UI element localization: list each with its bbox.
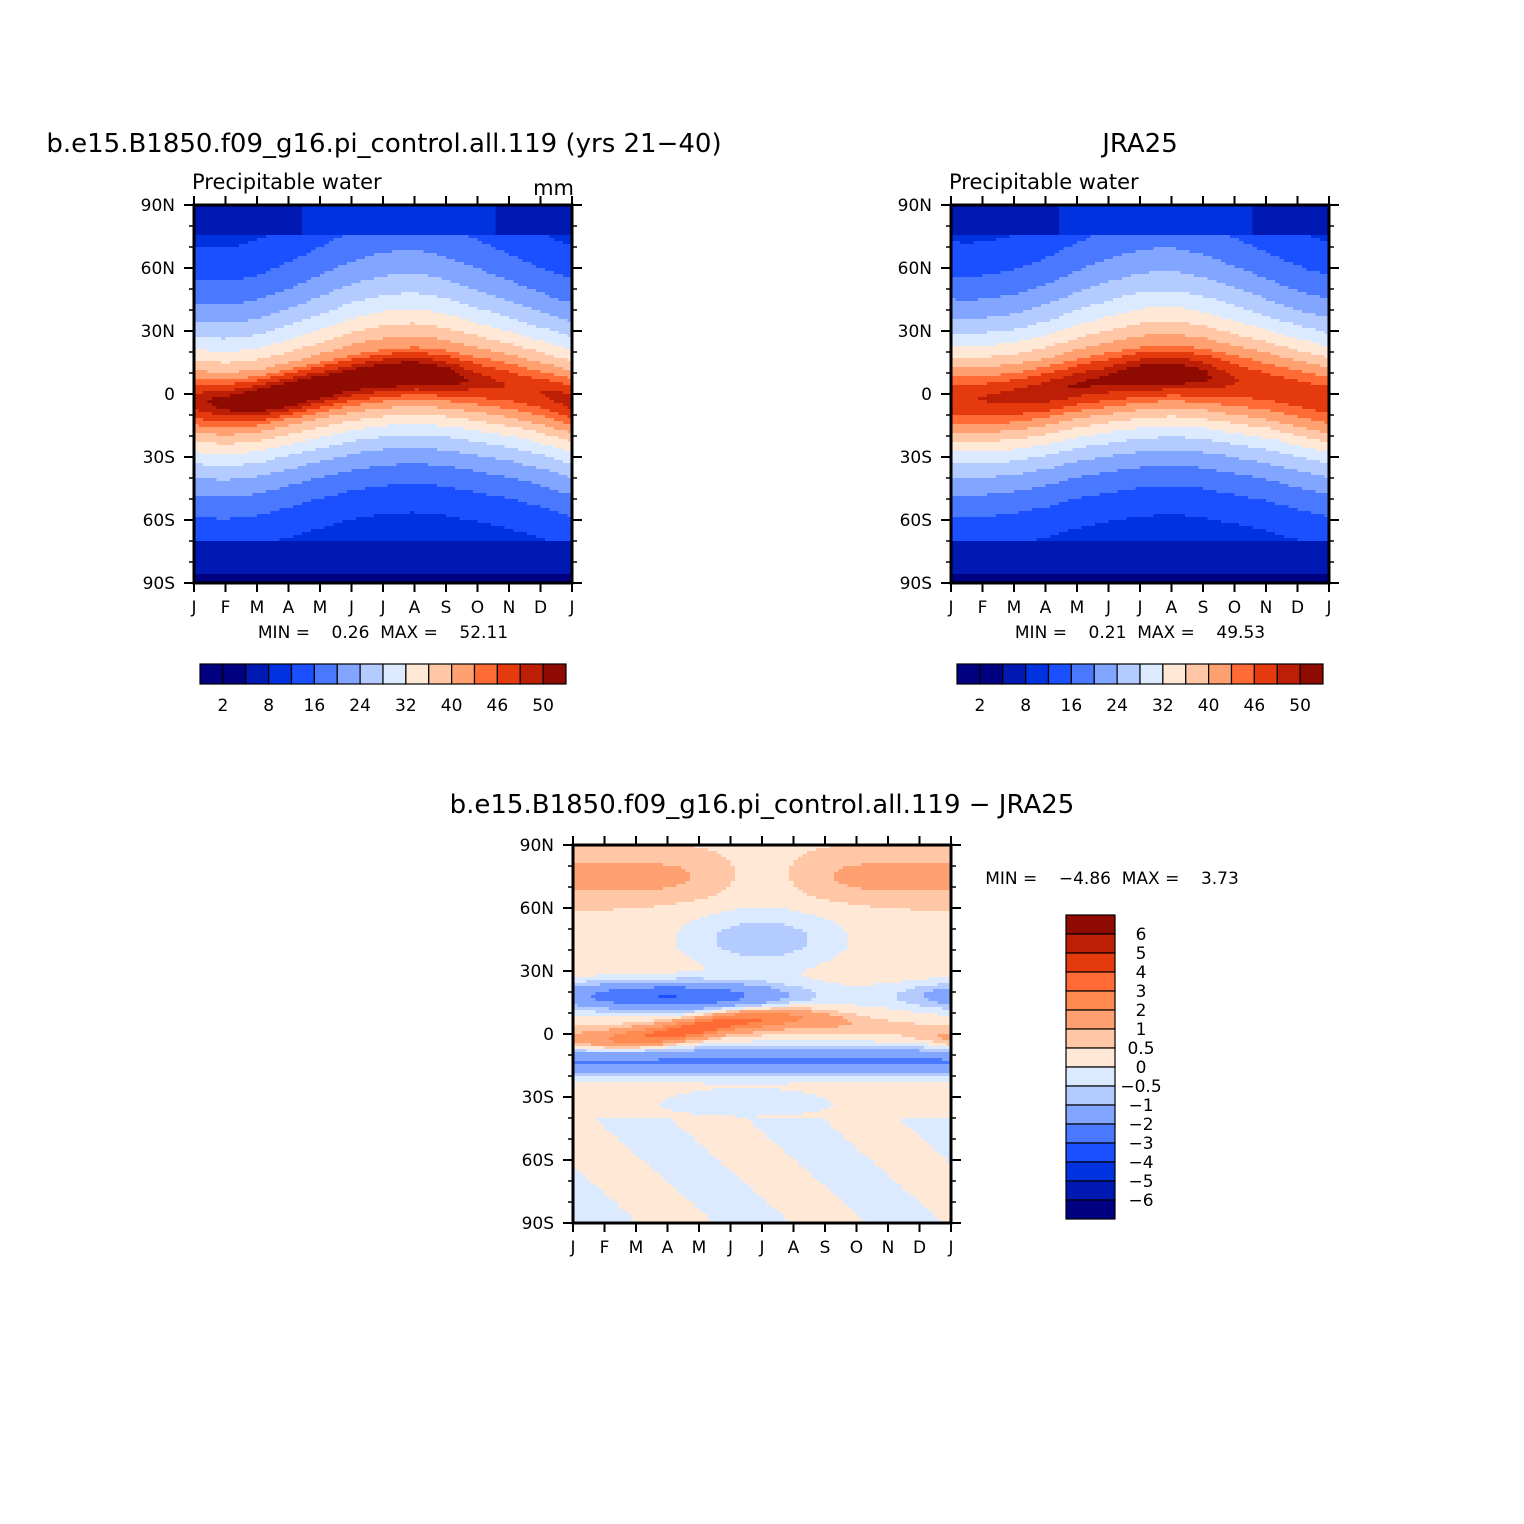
model-panel-left-label: Precipitable water	[192, 170, 382, 194]
obs-panel-title: JRA25	[1100, 129, 1178, 159]
obs-panel-left-label: Precipitable water	[949, 170, 1139, 194]
obs-panel-stats: MIN = 0.21 MAX = 49.53	[1015, 623, 1265, 643]
model-panel-title: b.e15.B1850.f09_g16.pi_control.all.119 (…	[46, 129, 721, 159]
diff-panel-stats: MIN = −4.86 MAX = 3.73	[985, 869, 1239, 889]
diff-panel-title: b.e15.B1850.f09_g16.pi_control.all.119 −…	[450, 790, 1075, 820]
model-panel-units: mm	[533, 176, 574, 200]
model-panel-stats: MIN = 0.26 MAX = 52.11	[258, 623, 508, 643]
